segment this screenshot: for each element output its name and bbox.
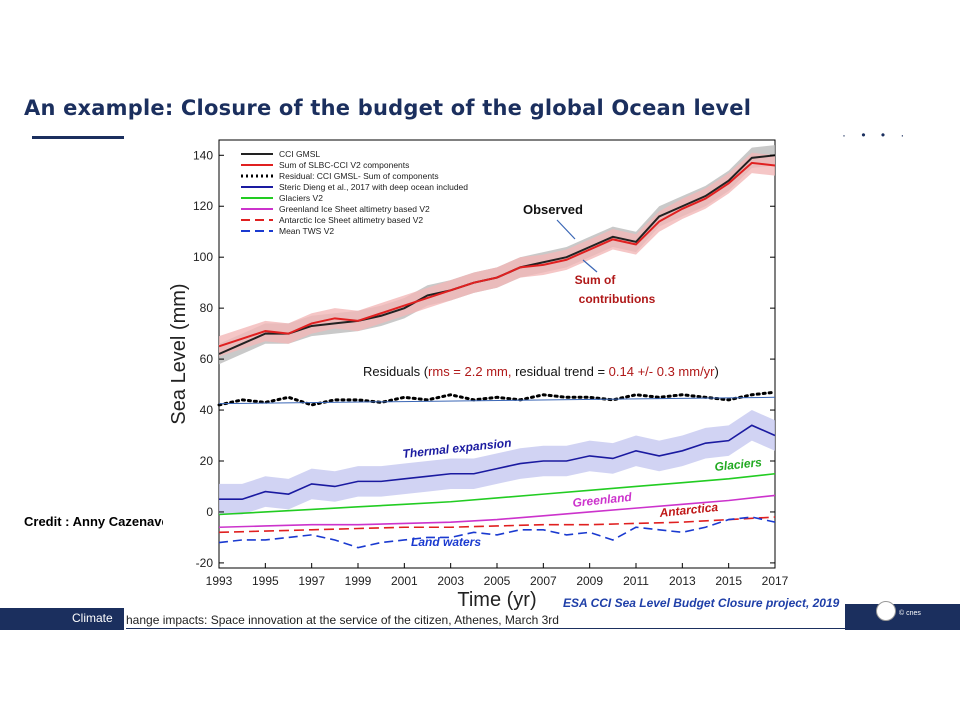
y-tick-label: 100: [193, 250, 213, 264]
annotation-greenland: Greenland: [572, 490, 633, 510]
x-tick-label: 1997: [298, 574, 325, 588]
series-line-6: [218, 494, 776, 529]
series-line-4: [219, 424, 776, 501]
annotation-glaciers: Glaciers: [714, 455, 763, 474]
y-tick-label: 60: [200, 352, 214, 366]
legend-label: Residual: CCI GMSL- Sum of components: [279, 171, 439, 181]
legend-label: CCI GMSL: [279, 149, 320, 159]
annotation-observed: Observed: [523, 202, 583, 217]
cnes-logo-text: © cnes: [899, 610, 921, 617]
annotation-antarctica: Antarctica: [658, 500, 719, 520]
source-citation: ESA CCI Sea Level Budget Closure project…: [563, 596, 840, 610]
x-tick-label: 2011: [623, 574, 649, 588]
series-band-4: [219, 410, 775, 515]
slide-title: An example: Closure of the budget of the…: [24, 96, 752, 120]
decorative-dots: · • • ·: [842, 128, 911, 142]
y-tick-label: 80: [200, 301, 214, 315]
residuals-text-part: ): [715, 364, 719, 379]
title-underline: [32, 136, 124, 139]
y-tick-label: 20: [200, 454, 214, 468]
series-line-7: [218, 516, 776, 534]
annotation-sum-line2: contributions: [579, 292, 656, 306]
credit-text: Credit : Anny Cazenave: [24, 514, 169, 529]
x-tick-label: 2013: [669, 574, 696, 588]
y-tick-label: -20: [196, 556, 214, 570]
x-tick-label: 2005: [484, 574, 511, 588]
annotation-land-waters: Land waters: [411, 535, 481, 549]
annotation-arrow: [582, 259, 598, 273]
x-axis-label: Time (yr): [457, 589, 536, 611]
legend-label: Sum of SLBC-CCI V2 components: [279, 160, 409, 170]
legend-label: Greenland Ice Sheet altimetry based V2: [279, 204, 430, 214]
series-line-8: [218, 516, 776, 549]
y-axis-label: Sea Level (mm): [168, 283, 190, 424]
x-tick-label: 2003: [437, 574, 464, 588]
y-tick-label: 140: [193, 148, 213, 162]
y-tick-label: 120: [193, 199, 213, 213]
x-tick-label: 1995: [252, 574, 279, 588]
residuals-text-part: 0.14 +/- 0.3 mm/yr: [609, 364, 716, 379]
residuals-text-part: Residuals (: [363, 364, 429, 379]
series-band-1: [219, 152, 775, 357]
residuals-text-part: rms = 2.2 mm,: [428, 364, 511, 379]
series-band-0: [219, 145, 775, 365]
y-tick-label: 40: [200, 403, 214, 417]
annotation-sum-line1: Sum of: [575, 273, 617, 287]
x-tick-label: 2015: [715, 574, 742, 588]
footer-left-label: Climate: [72, 611, 113, 625]
residuals-text-part: residual trend =: [511, 364, 608, 379]
series-line-1: [218, 161, 776, 348]
x-tick-label: 2001: [391, 574, 418, 588]
sea-level-chart: 1993 1995 1997 1999 2001 2003 2005 2007 2009 2011…: [163, 132, 789, 616]
legend-label: Glaciers V2: [279, 193, 323, 203]
footer-left-bar: [0, 608, 124, 630]
series-line-3: [218, 396, 776, 405]
series-line-5: [218, 472, 776, 516]
x-tick-label: 2007: [530, 574, 557, 588]
y-tick-label: 0: [206, 505, 213, 519]
legend-label: Mean TWS V2: [279, 226, 334, 236]
annotation-residuals: Residuals (rms = 2.2 mm, residual trend …: [363, 364, 719, 379]
series-line-2: [217, 390, 777, 407]
footer-right-bar: [845, 604, 960, 630]
x-tick-label: 1993: [206, 574, 233, 588]
x-tick-label: 2017: [762, 574, 789, 588]
footer-text: hange impacts: Space innovation at the s…: [126, 613, 559, 627]
footer-rule: [126, 628, 846, 629]
chart-svg: 1993 1995 1997 1999 2001 2003 2005 2007 2009 2011…: [163, 132, 789, 616]
annotation-arrow: [556, 219, 576, 240]
x-tick-label: 2009: [576, 574, 603, 588]
x-tick-label: 1999: [345, 574, 372, 588]
legend-label: Antarctic Ice Sheet altimetry based V2: [279, 215, 423, 225]
legend-label: Steric Dieng et al., 2017 with deep ocea…: [279, 182, 468, 192]
cnes-logo-icon: [876, 601, 896, 621]
